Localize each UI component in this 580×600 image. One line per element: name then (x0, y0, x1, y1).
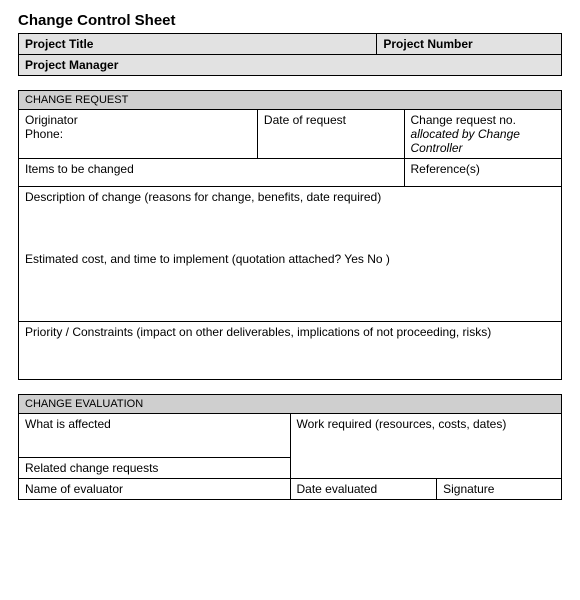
phone-label: Phone: (25, 127, 251, 141)
priority-label: Priority / Constraints (impact on other … (25, 325, 555, 339)
related-requests-cell: Related change requests (19, 458, 291, 479)
description-label: Description of change (reasons for chang… (25, 190, 555, 204)
project-manager-cell: Project Manager (19, 55, 562, 76)
change-evaluation-header: CHANGE EVALUATION (19, 395, 562, 414)
change-request-no-cell: Change request no. allocated by Change C… (404, 110, 561, 159)
header-table: Project Title Project Number Project Man… (18, 33, 562, 76)
date-evaluated-cell: Date evaluated (290, 479, 437, 500)
originator-label: Originator (25, 113, 251, 127)
priority-cell: Priority / Constraints (impact on other … (19, 322, 562, 380)
project-number-cell: Project Number (377, 34, 562, 55)
project-title-cell: Project Title (19, 34, 377, 55)
change-request-table: CHANGE REQUEST Originator Phone: Date of… (18, 90, 562, 380)
change-evaluation-table: CHANGE EVALUATION What is affected Work … (18, 394, 562, 500)
estimated-cost-label: Estimated cost, and time to implement (q… (25, 252, 555, 266)
document-page: Change Control Sheet Project Title Proje… (0, 0, 580, 500)
items-to-be-changed-cell: Items to be changed (19, 159, 405, 187)
originator-cell: Originator Phone: (19, 110, 258, 159)
description-cell: Description of change (reasons for chang… (19, 187, 562, 322)
name-of-evaluator-cell: Name of evaluator (19, 479, 291, 500)
document-title: Change Control Sheet (18, 12, 562, 29)
allocated-note: allocated by Change Controller (411, 127, 555, 155)
references-cell: Reference(s) (404, 159, 561, 187)
change-request-no-label: Change request no. (411, 113, 555, 127)
change-request-header: CHANGE REQUEST (19, 91, 562, 110)
date-of-request-cell: Date of request (257, 110, 404, 159)
what-is-affected-cell: What is affected (19, 414, 291, 458)
work-required-cell: Work required (resources, costs, dates) (290, 414, 562, 479)
signature-cell: Signature (437, 479, 562, 500)
